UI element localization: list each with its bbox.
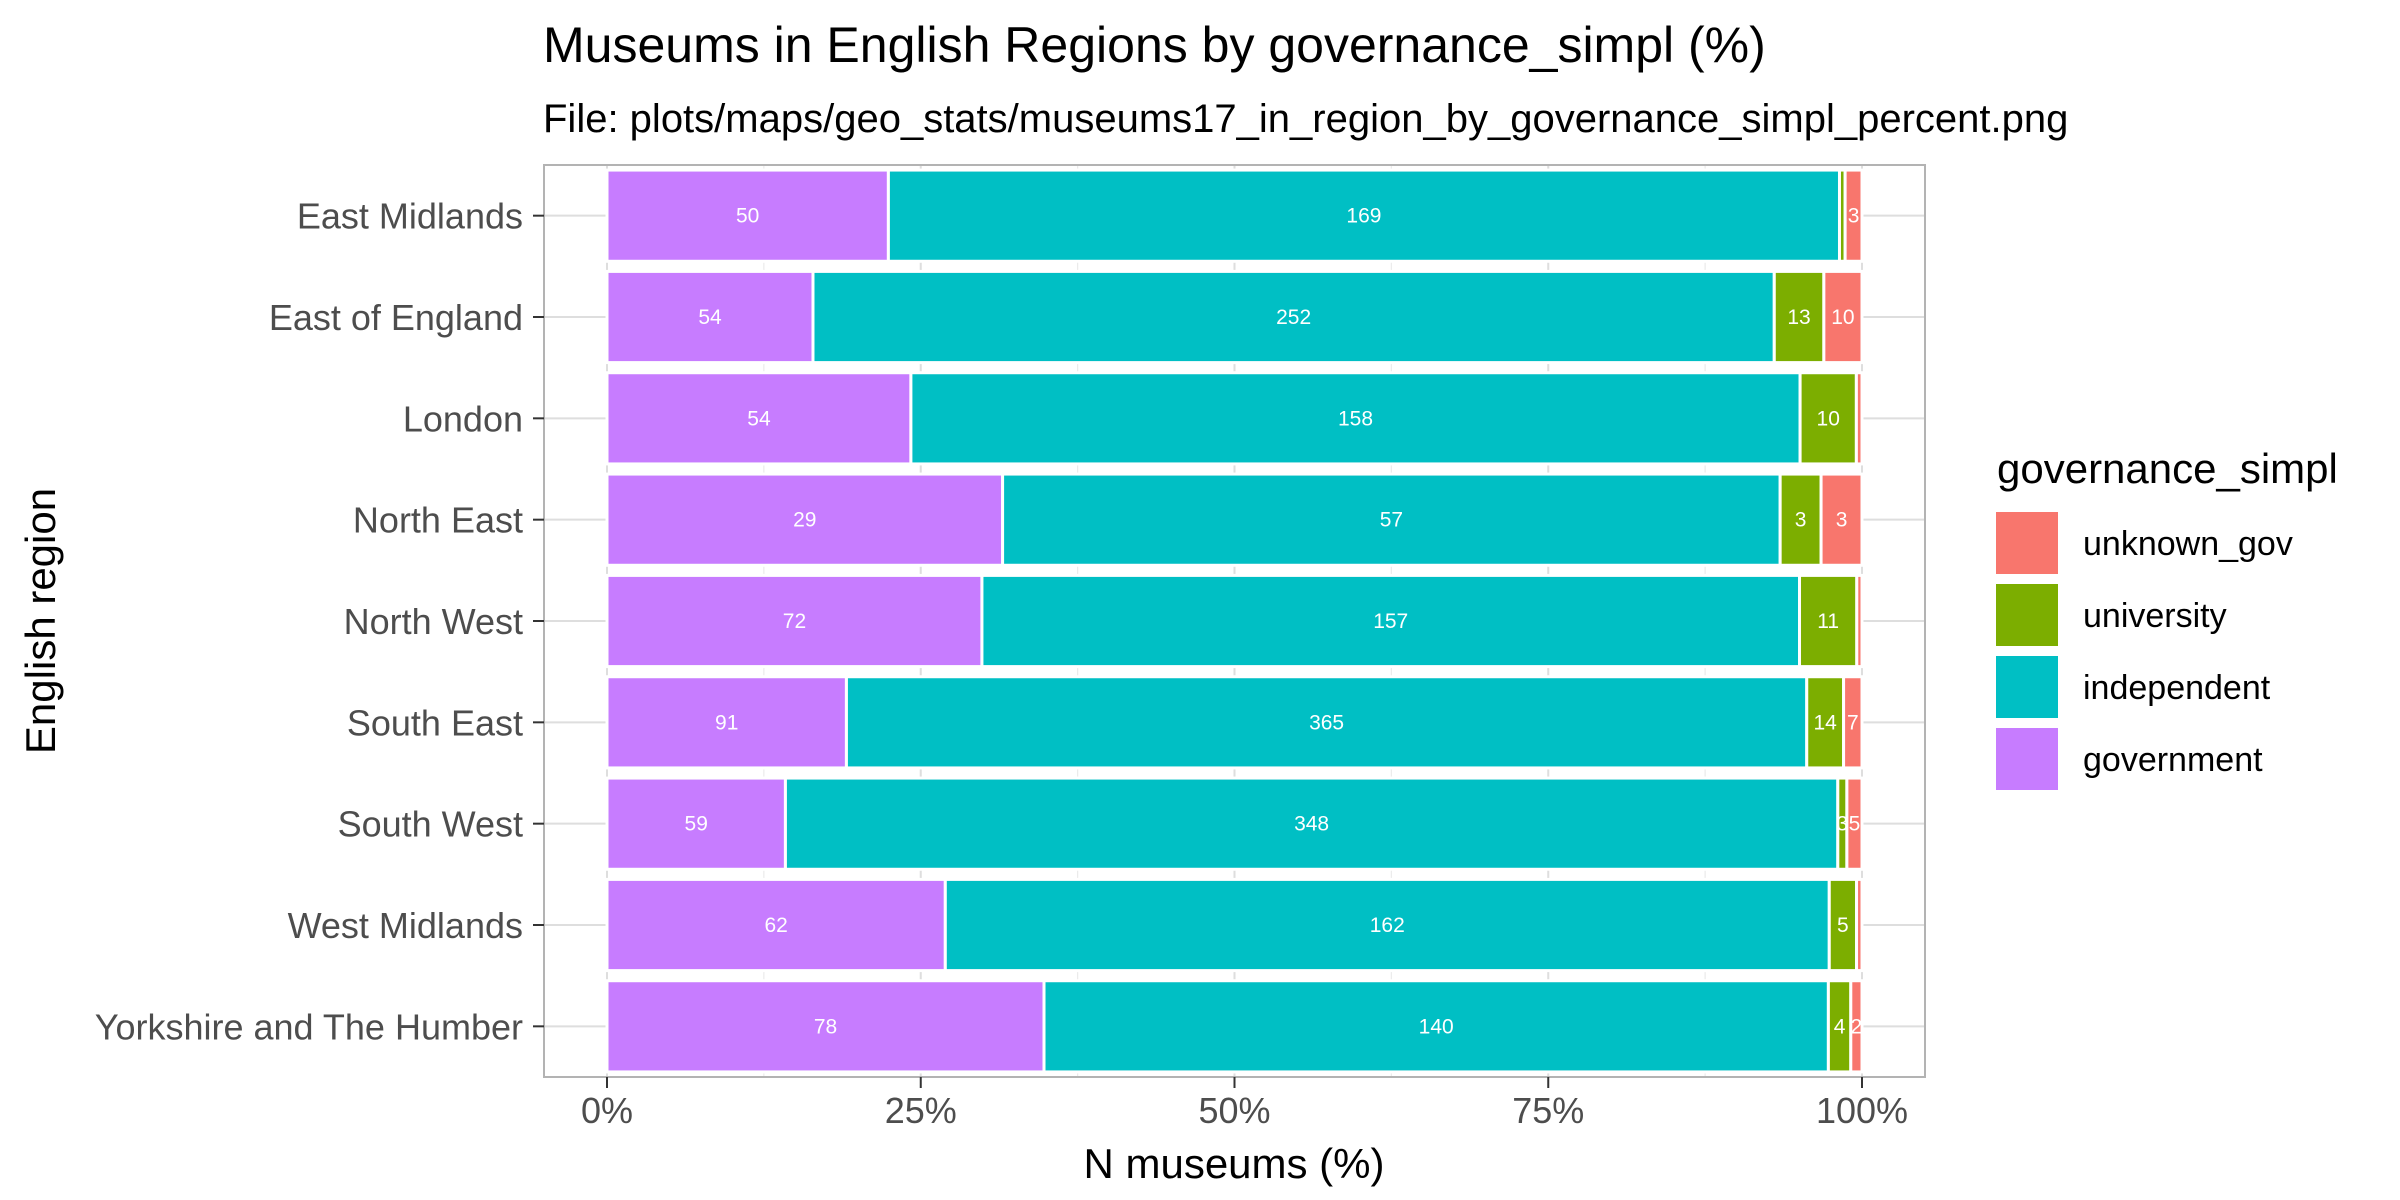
bar-independent — [980, 573, 1802, 669]
bar-government — [605, 472, 1005, 567]
bar-unknown_gov — [1854, 371, 1864, 466]
bar-university — [1798, 371, 1858, 466]
bar-value-label: 252 — [1276, 306, 1311, 329]
bar-independent — [844, 675, 1809, 770]
bar-value-label: 57 — [1380, 509, 1403, 532]
bar-value-label: 78 — [814, 1015, 837, 1038]
y-tick-label: South East — [347, 702, 523, 743]
legend-items: unknown_gov university independent governme… — [1996, 512, 2293, 790]
bar-value-label: 3 — [1848, 205, 1860, 228]
y-tick-label: East Midlands — [297, 196, 523, 237]
y-tick-label: North West — [344, 601, 523, 642]
bar-value-label: 2 — [1851, 1015, 1863, 1038]
y-tick-label: Yorkshire and The Humber — [95, 1006, 523, 1047]
bar-unknown_gov — [1855, 877, 1864, 973]
bar-value-label: 54 — [747, 407, 771, 430]
bar-value-label: 14 — [1813, 711, 1837, 734]
bar-unknown_gov — [1855, 573, 1864, 669]
x-axis-title: N museums (%) — [1083, 1140, 1384, 1187]
bar-unknown_gov — [1849, 979, 1864, 1074]
bar-unknown_gov — [1845, 776, 1864, 871]
bar-independent — [943, 877, 1831, 973]
bar-value-label: 3 — [1836, 509, 1848, 532]
bar-value-label: 59 — [685, 813, 708, 836]
bar-value-label: 29 — [793, 509, 816, 532]
bar-value-label: 91 — [715, 711, 738, 734]
legend: governance_simpl unknown_gov university in… — [1996, 445, 2338, 790]
y-tick-label: South West — [338, 804, 523, 845]
y-tick-label: London — [403, 398, 523, 439]
bar-value-label: 13 — [1787, 306, 1810, 329]
bar-independent — [1001, 472, 1782, 567]
x-tick-label: 0% — [581, 1090, 633, 1131]
y-tick-label: North East — [353, 500, 523, 541]
bar-value-label: 5 — [1837, 914, 1849, 937]
legend-title: governance_simpl — [1997, 445, 2338, 492]
x-tick-label: 50% — [1198, 1090, 1270, 1131]
bar-unknown_gov — [1822, 269, 1864, 365]
bar-value-label: 162 — [1370, 914, 1405, 937]
bar-value-label: 54 — [698, 306, 722, 329]
x-axis-ticks: 0% 25% 50% 75% 100% — [581, 1077, 1908, 1131]
bar-value-label: 62 — [764, 914, 787, 937]
legend-label-unknown_gov: unknown_gov — [2083, 525, 2293, 563]
legend-swatch-government — [1996, 728, 2058, 790]
bar-value-label: 5 — [1849, 813, 1861, 836]
bar-university — [1778, 472, 1823, 567]
bar-value-label: 3 — [1836, 813, 1848, 836]
bar-value-label: 157 — [1373, 610, 1408, 633]
bar-value-label: 10 — [1817, 407, 1840, 430]
bar-value-label: 50 — [736, 205, 759, 228]
bar-value-label: 158 — [1338, 407, 1373, 430]
bar-unknown_gov — [1819, 472, 1864, 567]
bar-value-label: 4 — [1834, 1015, 1846, 1038]
bar-value-label: 10 — [1831, 306, 1854, 329]
legend-label-independent: independent — [2083, 669, 2271, 707]
legend-swatch-unknown_gov — [1996, 512, 2058, 574]
bar-value-label: 348 — [1294, 813, 1329, 836]
y-tick-label: East of England — [269, 297, 523, 338]
bar-value-label: 7 — [1847, 711, 1859, 734]
bar-university — [1798, 573, 1859, 669]
legend-label-university: university — [2083, 597, 2227, 635]
bar-government — [605, 776, 787, 871]
y-axis-title: English region — [17, 488, 64, 754]
legend-swatch-university — [1996, 584, 2058, 646]
bar-value-label: 3 — [1795, 509, 1807, 532]
legend-label-government: government — [2083, 741, 2263, 779]
bar-value-label: 72 — [783, 610, 806, 633]
bar-value-label: 140 — [1419, 1015, 1454, 1038]
bar-value-label: 365 — [1309, 711, 1344, 734]
bar-value-label: 169 — [1346, 205, 1381, 228]
bar-independent — [783, 776, 1840, 871]
bar-government — [605, 573, 984, 669]
legend-swatch-independent — [1996, 656, 2058, 718]
x-tick-label: 25% — [885, 1090, 957, 1131]
bar-government — [605, 877, 947, 973]
bar-unknown_gov — [1843, 168, 1864, 263]
bar-independent — [909, 371, 1802, 466]
bar-unknown_gov — [1842, 675, 1864, 770]
y-tick-label: West Midlands — [288, 905, 523, 946]
bar-independent — [1042, 979, 1830, 1074]
chart-subtitle: File: plots/maps/geo_stats/museums17_in_… — [543, 97, 2068, 141]
x-tick-label: 100% — [1816, 1090, 1908, 1131]
x-tick-label: 75% — [1512, 1090, 1584, 1131]
bar-value-label: 11 — [1817, 610, 1839, 633]
bar-independent — [811, 269, 1776, 365]
y-axis-ticks: East Midlands East of England London North … — [95, 196, 544, 1047]
bar-government — [605, 979, 1046, 1074]
chart-title: Museums in English Regions by governance… — [543, 17, 1766, 73]
bar-independent — [886, 168, 1841, 263]
